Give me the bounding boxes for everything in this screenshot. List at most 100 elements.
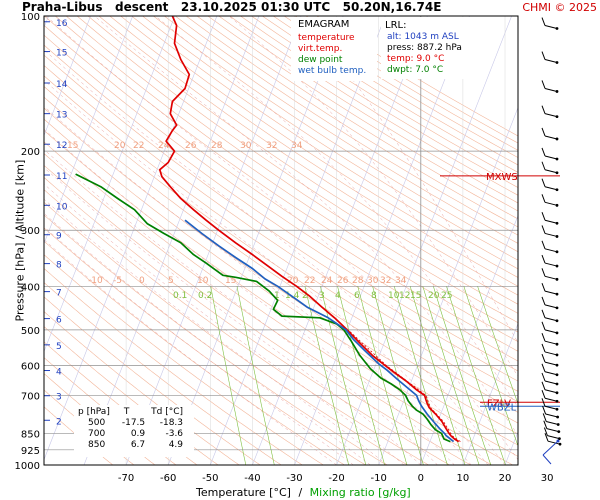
wind-barb-flag — [542, 354, 545, 362]
x-axis-title: Temperature [°C] / Mixing ratio [g/kg] — [196, 486, 411, 499]
alt-tick-label: 8 — [56, 261, 62, 271]
x-tick-label: 10 — [457, 473, 470, 484]
table-cell: 500 — [78, 418, 116, 429]
lrl-box: LRL: alt: 1043 m ASL press: 887.2 hPa te… — [381, 17, 483, 79]
wind-barb — [545, 156, 557, 159]
adiabat-label: 24 — [321, 276, 333, 286]
adiabat-label: 26 — [185, 141, 197, 151]
lrl-alt: alt: 1043 m ASL — [387, 32, 483, 43]
wind-barb-flag — [542, 297, 545, 305]
adiabat-label: 20 — [114, 141, 126, 151]
wind-barb — [545, 305, 557, 308]
adiabat-label: 5 — [168, 276, 174, 286]
x-tick-label: -30 — [286, 473, 302, 484]
wind-barb-dot — [556, 222, 559, 225]
adiabat-label: 34 — [395, 276, 407, 286]
wind-barb — [545, 352, 557, 355]
y-axis-title: Pressure [hPa] / Altitude [km] — [14, 172, 27, 322]
copyright-text[interactable]: CHMI © 2025 — [522, 1, 597, 14]
wind-barb — [546, 414, 558, 417]
wind-barb-dot — [556, 188, 559, 191]
wind-barb — [545, 341, 557, 344]
wind-barb — [546, 421, 558, 424]
table-cell: 4.9 — [151, 440, 183, 451]
wind-barb-flag — [542, 128, 545, 136]
wind-barb — [547, 436, 559, 439]
wind-barb-dot — [556, 138, 559, 141]
adiabat-label: 26 — [337, 276, 349, 286]
table-row: 700 0.9 -3.6 — [78, 429, 183, 440]
x-axis-title-mixing: Mixing ratio [g/kg] — [310, 486, 411, 499]
wind-barb-dot — [557, 430, 560, 433]
alt-tick-label: 4 — [56, 368, 62, 378]
wind-barb — [545, 26, 557, 29]
wind-barb — [545, 136, 557, 139]
y-tick-label: 500 — [21, 326, 40, 337]
wind-barb — [545, 233, 557, 236]
legend-item-temperature: temperature — [298, 33, 377, 44]
wind-barb-dot — [556, 250, 559, 253]
wind-barb-flag — [542, 364, 545, 372]
wind-barb-dot — [556, 90, 559, 93]
isotherm-line — [505, 16, 600, 465]
adiabat-label: 15 — [67, 141, 78, 151]
adiabat-label: 30 — [240, 141, 252, 151]
isotherm-line — [589, 16, 600, 465]
levels-table-header: p [hPa] T Td [°C] — [78, 407, 183, 418]
chart-title: Praha-Libus descent 23.10.2025 01:30 UTC… — [22, 0, 441, 14]
x-tick-label: 0 — [418, 473, 424, 484]
wind-barb-flag — [542, 106, 545, 114]
wind-barb — [545, 263, 557, 266]
marker-label: WBZL — [487, 402, 517, 413]
wind-barb — [545, 202, 557, 205]
wind-barb-flag — [543, 406, 546, 414]
wind-barb-dot — [556, 204, 559, 207]
x-tick-label: -10 — [371, 473, 387, 484]
wind-barb-dot — [556, 343, 559, 346]
wind-barb — [545, 291, 557, 294]
legend-item-virt-temp: virt.temp. — [298, 44, 377, 55]
wind-barb-flag — [542, 179, 545, 187]
wind-barb-dot — [556, 416, 559, 419]
wind-barb-flag — [542, 225, 545, 233]
wind-barb-dot — [556, 278, 559, 281]
wind-barb-flag — [542, 255, 545, 263]
table-cell: -3.6 — [151, 429, 183, 440]
wind-barb — [545, 318, 557, 321]
alt-tick-label: 3 — [56, 393, 62, 403]
mixing-ratio-label: 0.1 — [173, 291, 187, 301]
wind-barb — [545, 88, 557, 91]
alt-tick-label: 14 — [56, 80, 68, 90]
table-cell: 850 — [78, 440, 116, 451]
wind-barb-dot — [556, 265, 559, 268]
x-axis-title-separator: / — [298, 486, 302, 499]
wind-barb-flag — [543, 413, 546, 421]
wind-barb-flag — [542, 194, 545, 202]
mixing-ratio-label: 4 — [335, 291, 341, 301]
wind-barb — [545, 170, 557, 173]
mixing-ratio-label: 25 — [441, 291, 452, 301]
adiabat-label: 34 — [291, 141, 303, 151]
adiabat-label: 22 — [133, 141, 144, 151]
wind-barb-flag — [542, 268, 545, 276]
wind-barb-flag — [542, 310, 545, 318]
wind-barb-dot — [556, 171, 559, 174]
y-tick-label: 925 — [21, 446, 40, 457]
col-header-td: Td [°C] — [151, 407, 183, 418]
isotherm-line — [0, 16, 6, 465]
wind-barb-flag — [542, 344, 545, 352]
table-cell: 6.7 — [116, 440, 151, 451]
legend: EMAGRAM temperature virt.temp. dew point… — [291, 17, 377, 81]
lrl-heading: LRL: — [385, 20, 483, 31]
alt-tick-label: 7 — [56, 289, 62, 299]
wind-barb — [545, 372, 557, 375]
wind-barb-flag — [542, 333, 545, 341]
adiabat-label: 22 — [304, 276, 315, 286]
wind-barb — [545, 114, 557, 117]
wind-barb-flag — [542, 80, 545, 88]
wind-barb-flag — [542, 18, 545, 26]
wind-barb — [545, 249, 557, 252]
mixing-ratio-label: 10 — [388, 291, 400, 301]
y-tick-label: 1000 — [15, 461, 40, 472]
wind-barb-dot — [556, 373, 559, 376]
